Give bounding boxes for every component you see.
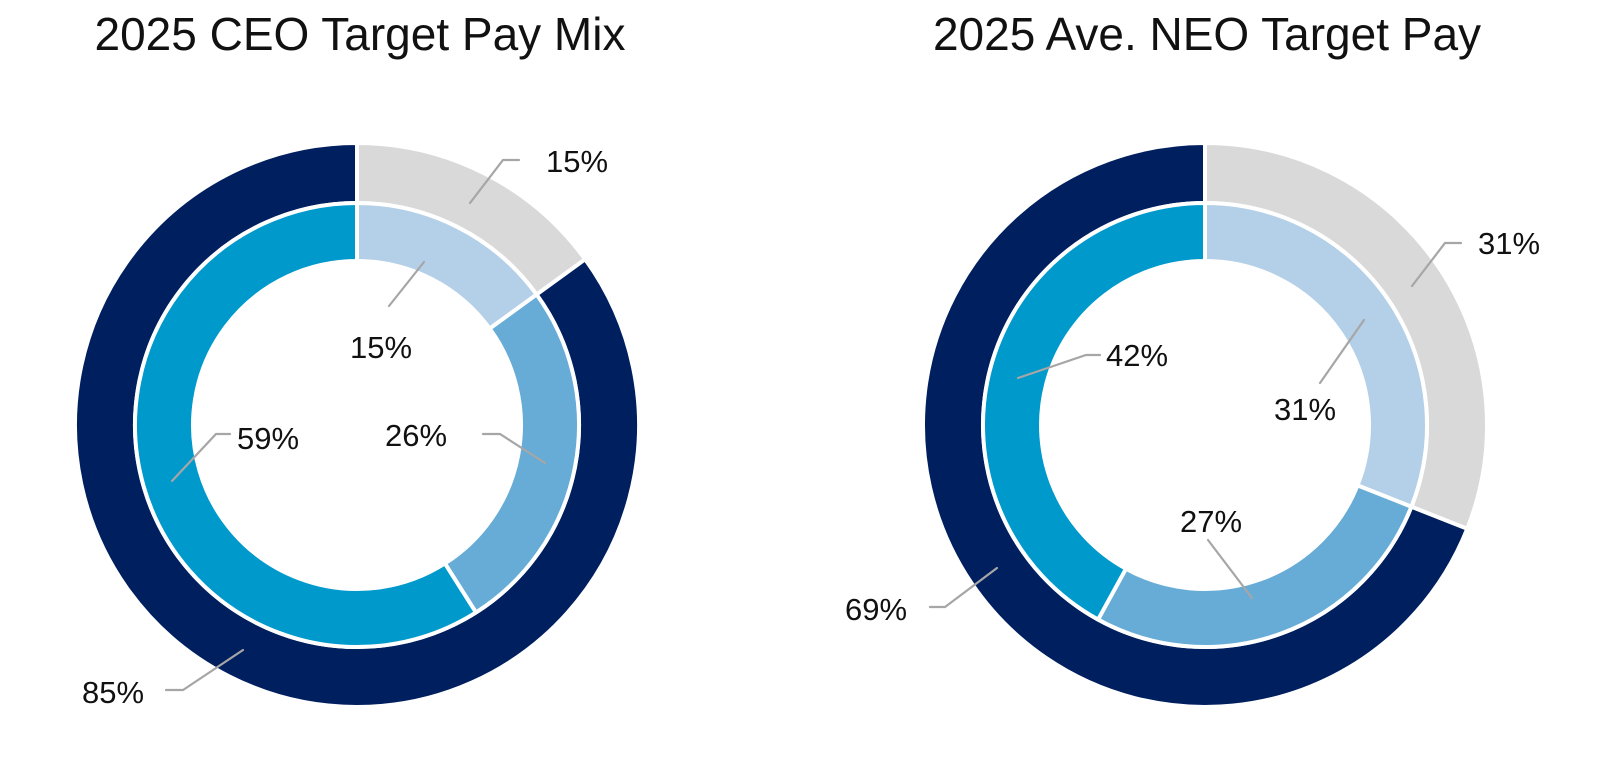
ceo-chart-title: 2025 CEO Target Pay Mix bbox=[95, 8, 626, 60]
neo-outer-label-1: 69% bbox=[845, 592, 907, 627]
neo-outer-leader-0 bbox=[1410, 241, 1463, 288]
neo-inner-leader-0 bbox=[1318, 318, 1366, 385]
neo-inner-label-1: 27% bbox=[1180, 504, 1242, 539]
ceo-inner-leader-1 bbox=[481, 432, 547, 465]
ceo-inner-slice-2 bbox=[133, 200, 479, 649]
ceo-inner-leader-2 bbox=[170, 432, 232, 483]
ceo-outer-label-1: 85% bbox=[82, 675, 144, 710]
ceo-inner-label-0: 15% bbox=[350, 330, 412, 365]
neo-chart-title: 2025 Ave. NEO Target Pay bbox=[933, 8, 1481, 60]
ceo-inner-label-1: 26% bbox=[385, 418, 447, 453]
ceo-chart-leaders bbox=[164, 158, 547, 692]
ceo-inner-label-2: 59% bbox=[237, 421, 299, 456]
ceo-outer-label-0: 15% bbox=[546, 144, 608, 179]
neo-inner-leader-2 bbox=[1016, 353, 1102, 380]
ceo-inner-leader-0 bbox=[387, 260, 426, 308]
ceo-outer-leader-0 bbox=[468, 158, 521, 205]
neo-chart-labels: 31% 69% 31% 27% 42% bbox=[845, 226, 1540, 627]
ceo-chart: 2025 CEO Target Pay Mix 15% 85% 15% 26% … bbox=[73, 8, 641, 710]
neo-outer-label-0: 31% bbox=[1478, 226, 1540, 261]
neo-inner-slice-2 bbox=[981, 200, 1207, 623]
neo-chart: 2025 Ave. NEO Target Pay 31% 69% 31% 27%… bbox=[845, 8, 1540, 709]
ceo-chart-labels: 15% 85% 15% 26% 59% bbox=[82, 144, 608, 710]
neo-chart-leaders bbox=[928, 241, 1463, 609]
neo-outer-leader-1 bbox=[928, 566, 999, 609]
neo-inner-label-0: 31% bbox=[1274, 392, 1336, 427]
ceo-chart-segments bbox=[73, 140, 641, 709]
neo-inner-slice-0 bbox=[1203, 200, 1429, 510]
ceo-outer-leader-1 bbox=[164, 648, 245, 692]
neo-inner-label-2: 42% bbox=[1106, 338, 1168, 373]
neo-chart-segments bbox=[921, 140, 1489, 709]
neo-inner-leader-1 bbox=[1206, 538, 1254, 600]
